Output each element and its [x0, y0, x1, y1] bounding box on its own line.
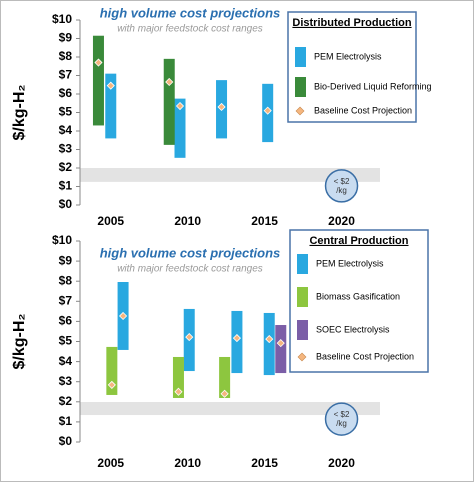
- target-label: < $2: [334, 177, 350, 186]
- y-tick-label: $8: [59, 273, 73, 287]
- y-tick-label: $8: [59, 49, 73, 63]
- y-tick-label: $2: [59, 394, 73, 408]
- chart-title: high volume cost projections: [100, 5, 281, 20]
- baseline-marker: [265, 335, 274, 344]
- y-tick-label: $5: [59, 105, 73, 119]
- legend-label: PEM Electrolysis: [314, 51, 382, 61]
- legend-box: [287, 11, 417, 123]
- y-tick-label: $6: [59, 314, 73, 328]
- target-badge: [324, 402, 359, 436]
- legend-title: Distributed Production: [292, 17, 411, 29]
- baseline-marker: [174, 387, 183, 396]
- x-tick-label: 2005: [97, 456, 124, 470]
- x-tick-label: 2015: [251, 456, 278, 470]
- target-label: < $2: [334, 410, 350, 419]
- legend-marker: [297, 352, 307, 362]
- y-tick-label: $9: [59, 31, 73, 45]
- range-bar: [219, 356, 231, 398]
- y-tick-label: $0: [59, 197, 73, 211]
- range-bar: [163, 58, 175, 145]
- y-tick-label: $7: [59, 293, 73, 307]
- legend-swatch: [297, 320, 308, 340]
- legend-title: Central Production: [309, 235, 408, 247]
- legend-box: [289, 229, 429, 373]
- legend-swatch: [297, 287, 308, 307]
- legend-swatch: [295, 47, 306, 67]
- baseline-marker: [94, 58, 103, 67]
- chart-subtitle: with major feedstock cost ranges: [117, 24, 263, 35]
- legend-swatch: [295, 77, 306, 97]
- x-tick-label: 2015: [251, 214, 278, 228]
- range-bar: [275, 325, 287, 374]
- legend-label: PEM Electrolysis: [316, 258, 384, 268]
- legend-label: Biomass Gasification: [316, 291, 400, 301]
- baseline-marker: [106, 81, 115, 90]
- baseline-marker: [119, 311, 128, 321]
- legend-swatch: [297, 254, 308, 274]
- baseline-marker: [175, 101, 185, 111]
- baseline-marker: [217, 102, 226, 112]
- target-badge: [324, 169, 359, 203]
- legend-label: Bio-Derived Liquid Reforming: [314, 81, 432, 91]
- target-label: /kg: [336, 186, 347, 195]
- x-tick-label: 2020: [328, 456, 355, 470]
- range-bar: [263, 312, 275, 376]
- y-tick-label: $10: [52, 12, 72, 26]
- target-label: /kg: [336, 419, 347, 428]
- y-tick-label: $2: [59, 160, 73, 174]
- y-tick-label: $1: [59, 414, 73, 428]
- y-tick-label: $4: [59, 123, 73, 137]
- y-tick-label: $6: [59, 86, 73, 100]
- range-bar: [106, 346, 118, 395]
- legend-label: Baseline Cost Projection: [314, 105, 412, 115]
- y-tick-label: $9: [59, 253, 73, 267]
- range-bar: [174, 98, 186, 158]
- x-tick-label: 2010: [174, 214, 201, 228]
- baseline-marker: [107, 380, 116, 389]
- baseline-marker: [276, 339, 285, 348]
- legend-marker: [295, 106, 305, 116]
- y-tick-label: $7: [59, 68, 73, 82]
- baseline-marker: [220, 389, 229, 398]
- y-tick-label: $0: [59, 434, 73, 448]
- baseline-marker: [232, 334, 241, 343]
- x-tick-label: 2010: [174, 456, 201, 470]
- y-tick-label: $1: [59, 179, 73, 193]
- baseline-marker: [185, 333, 194, 342]
- range-bar: [92, 35, 104, 126]
- y-tick-label: $4: [59, 354, 73, 368]
- target-band: [80, 402, 380, 416]
- x-tick-label: 2005: [97, 214, 124, 228]
- range-bar: [105, 73, 117, 139]
- y-axis-label: $/kg-H₂: [11, 313, 28, 369]
- baseline-marker: [165, 77, 174, 87]
- y-axis-label: $/kg-H₂: [11, 84, 28, 140]
- range-bar: [172, 356, 184, 398]
- x-tick-label: 2020: [328, 214, 355, 228]
- chart-subtitle: with major feedstock cost ranges: [117, 264, 263, 275]
- legend-label: SOEC Electrolysis: [316, 324, 390, 334]
- y-tick-label: $10: [52, 233, 72, 247]
- y-tick-label: $5: [59, 334, 73, 348]
- baseline-marker: [263, 106, 272, 115]
- target-band: [80, 168, 380, 182]
- y-tick-label: $3: [59, 142, 73, 156]
- chart-title: high volume cost projections: [100, 245, 281, 260]
- legend-label: Baseline Cost Projection: [316, 351, 414, 361]
- y-tick-label: $3: [59, 374, 73, 388]
